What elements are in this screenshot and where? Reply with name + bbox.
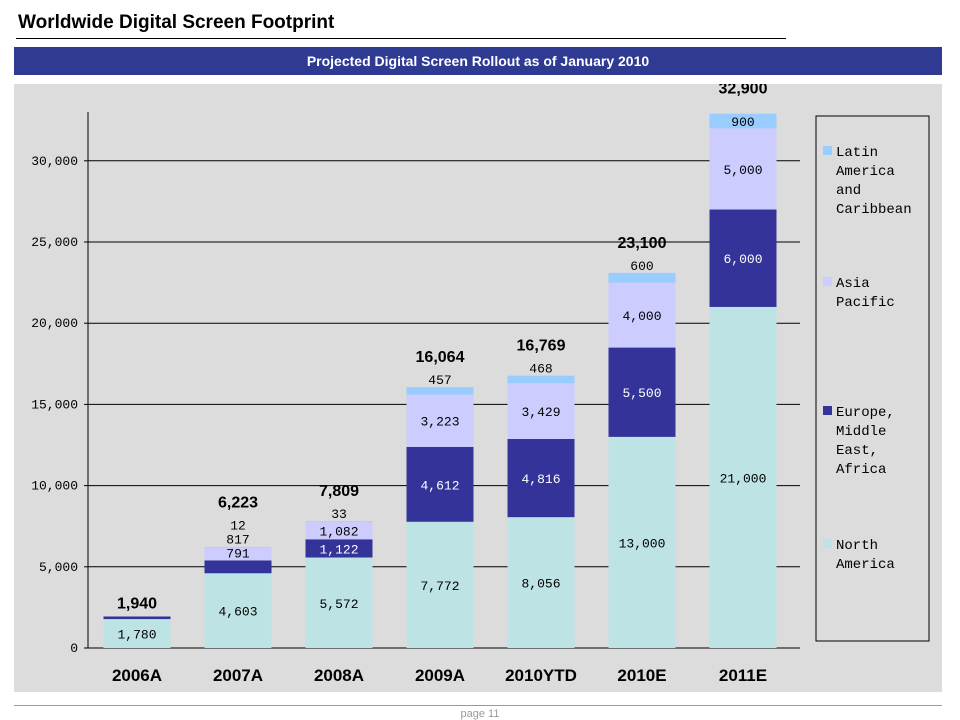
y-tick-label: 0 xyxy=(70,641,78,656)
bar-segment xyxy=(608,282,676,348)
y-tick-label: 5,000 xyxy=(39,560,78,575)
segment-value-label: 468 xyxy=(529,362,552,377)
segment-value-label: 791 xyxy=(226,546,250,561)
legend-swatch xyxy=(823,539,832,548)
bar-segment xyxy=(406,387,474,395)
bar-segment xyxy=(305,521,373,540)
footer-divider xyxy=(14,705,942,706)
legend-label: Asia xyxy=(836,276,870,292)
segment-value-label: 12 xyxy=(230,518,246,533)
segment-value-label: 1,780 xyxy=(117,628,156,643)
total-value-label: 6,223 xyxy=(218,494,258,511)
segment-value-label: 8,056 xyxy=(521,577,560,592)
bar-segment xyxy=(608,272,676,283)
category-label: 2007A xyxy=(213,666,263,685)
bar-segment xyxy=(305,539,373,558)
segment-value-label: 5,500 xyxy=(622,386,661,401)
bar-segment xyxy=(709,306,777,648)
bar-segment xyxy=(204,546,272,548)
segment-value-label: 21,000 xyxy=(720,471,767,486)
legend-label: Caribbean xyxy=(836,202,912,218)
category-label: 2011E xyxy=(719,666,767,685)
segment-value-label: 1,122 xyxy=(319,542,358,557)
segment-value-label: 3,223 xyxy=(420,415,459,430)
legend-swatch xyxy=(823,406,832,415)
bar-segment xyxy=(204,573,272,648)
bar-segment xyxy=(103,619,171,648)
legend-swatch xyxy=(823,277,832,286)
bar-segment xyxy=(709,209,777,307)
segment-value-label: 817 xyxy=(226,532,249,547)
bar-segment xyxy=(608,436,676,648)
total-value-label: 7,809 xyxy=(319,483,359,500)
bar-segment xyxy=(305,521,373,522)
legend-swatch xyxy=(823,146,832,155)
segment-value-label: 7,772 xyxy=(420,579,459,594)
y-tick-label: 30,000 xyxy=(31,154,78,169)
legend-label: Africa xyxy=(836,462,886,478)
title-divider xyxy=(16,38,786,39)
y-tick-label: 20,000 xyxy=(31,316,78,331)
slide-title: Worldwide Digital Screen Footprint xyxy=(18,12,335,33)
bar-segment xyxy=(709,128,777,210)
page-number: page 11 xyxy=(460,708,500,720)
bar-segment xyxy=(507,383,575,439)
legend-box xyxy=(815,115,930,642)
legend-label: Europe, xyxy=(836,405,895,421)
y-tick-label: 15,000 xyxy=(31,397,78,412)
bar-segment xyxy=(204,560,272,574)
segment-value-label: 900 xyxy=(731,115,754,130)
bar-segment xyxy=(406,394,474,447)
category-label: 2006A xyxy=(112,666,162,685)
total-value-label: 16,769 xyxy=(517,338,566,355)
category-label: 2009A xyxy=(415,666,465,685)
segment-value-label: 5,572 xyxy=(319,597,358,612)
total-value-label: 32,900 xyxy=(719,84,768,98)
y-tick-label: 25,000 xyxy=(31,235,78,250)
y-tick-label: 10,000 xyxy=(31,479,78,494)
legend-label: America xyxy=(836,164,895,180)
bar-segment xyxy=(507,375,575,384)
category-label: 2010E xyxy=(617,666,666,685)
bar-segment xyxy=(406,446,474,522)
segment-value-label: 13,000 xyxy=(619,536,666,551)
segment-value-label: 600 xyxy=(630,259,653,274)
bar-segment xyxy=(406,521,474,648)
legend-label: East, xyxy=(836,443,878,459)
legend-label: America xyxy=(836,557,895,573)
chart-panel: 0 5,000 10,000 15,000 20,000 25,000 30,000 1,78… xyxy=(14,84,942,692)
legend-label: Pacific xyxy=(836,295,895,311)
segment-value-label: 4,000 xyxy=(622,309,661,324)
segment-value-label: 1,082 xyxy=(319,525,358,540)
chart-banner: Projected Digital Screen Rollout as of J… xyxy=(14,47,942,75)
bar-segment xyxy=(204,547,272,561)
bar-segment xyxy=(608,347,676,437)
bar-segment xyxy=(507,517,575,648)
segment-value-label: 457 xyxy=(428,373,451,388)
category-label: 2008A xyxy=(314,666,364,685)
bar-segment xyxy=(305,557,373,648)
total-value-label: 16,064 xyxy=(416,349,465,366)
segment-value-label: 3,429 xyxy=(521,405,560,420)
segment-value-label: 4,816 xyxy=(521,472,560,487)
stacked-bar-chart: 0 5,000 10,000 15,000 20,000 25,000 30,000 1,78… xyxy=(31,84,930,685)
segment-value-label: 33 xyxy=(331,507,347,522)
legend-label: North xyxy=(836,538,878,554)
legend-label: Middle xyxy=(836,424,886,440)
segment-value-label: 4,603 xyxy=(218,605,257,620)
bar-segment xyxy=(709,113,777,129)
total-value-label: 1,940 xyxy=(117,595,157,612)
segment-value-label: 5,000 xyxy=(723,163,762,178)
total-value-label: 23,100 xyxy=(618,235,667,252)
legend-label: and xyxy=(836,183,861,199)
segment-value-label: 4,612 xyxy=(420,478,459,493)
bar-segment xyxy=(507,438,575,518)
bar-segment xyxy=(103,616,171,620)
segment-value-label: 6,000 xyxy=(723,252,762,267)
legend-label: Latin xyxy=(836,145,878,161)
category-label: 2010YTD xyxy=(505,666,577,685)
